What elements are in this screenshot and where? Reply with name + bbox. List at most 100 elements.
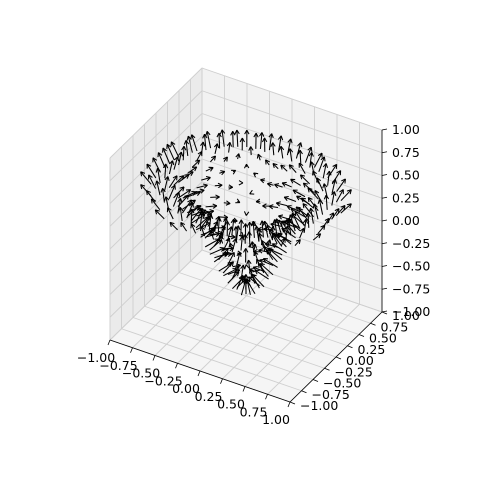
quiver-arrow [303,219,307,233]
grid-side-z [109,204,203,295]
quiver-arrow [196,184,208,189]
quiver-arrow-head [238,153,241,159]
quiver-arrow-head [235,268,240,271]
quiver-arrow [340,203,352,214]
quiver-arrow-head [238,234,244,237]
quiver-arrow-head [148,174,153,178]
quiver-arrow-head [227,253,233,257]
quiver-arrow-head [209,210,215,215]
quiver-arrow [218,133,221,149]
x-tick-mark [220,378,223,384]
quiver-arrow-head [215,215,220,220]
quiver-arrow [272,142,275,156]
quiver-arrow-head [272,163,275,169]
quiver-arrow-head [204,133,208,139]
quiver-arrow-head [150,198,153,204]
quiver-arrow-head [205,175,211,178]
quiver-arrow-head [213,221,218,225]
grid-side-z [109,226,203,318]
quiver-arrow-head [225,218,229,223]
quiver-arrow-head [209,208,215,212]
quiver-arrow [190,223,197,234]
quiver-arrow-head [313,203,318,208]
grid-floor-y [167,283,348,347]
quiver-arrow-head [227,251,232,255]
quiver-arrow-head [164,196,167,202]
quiver-arrow-head [240,264,244,269]
quiver-arrow-head [323,225,326,230]
quiver-arrow-head [172,175,178,179]
quiver-arrow-head [302,203,305,209]
x-tick-label: −0.50 [122,366,160,381]
quiver-arrow [221,129,225,147]
quiver-arrow-head [258,132,263,137]
quiver-arrow [191,214,206,224]
quiver-arrow-head [229,245,234,249]
quiver-arrow-head [255,201,261,204]
quiver-arrow-head [267,248,271,253]
quiver-arrow [263,228,274,231]
grid-back-z [201,158,383,222]
quiver-arrow-head [243,211,247,216]
quiver-arrow-head [169,222,172,227]
quiver-arrow [191,159,200,168]
quiver-arrow-head [245,211,250,216]
quiver-arrow-head [166,143,172,148]
quiver-arrow [157,152,166,168]
quiver-arrow [307,187,319,200]
quiver-arrow-head [257,228,263,232]
quiver-arrow-head [179,207,184,212]
quiver-arrow [191,134,198,152]
z-tick-label: −0.75 [392,281,430,296]
quiver-arrow [196,151,203,161]
quiver-arrow-head [310,207,314,213]
quiver-arrow [289,214,296,232]
quiver-arrow-head [280,135,284,141]
quiver-arrow-head [238,180,244,184]
quiver-arrow-head [221,171,226,176]
quiver-arrow-head [246,163,250,169]
z-tick-mark [381,287,388,290]
quiver-arrow-head [238,182,244,186]
quiver-arrow [190,208,193,224]
quiver-arrow-head [156,180,161,185]
quiver-arrow-head [190,223,196,227]
quiver-arrow-head [291,213,294,219]
quiver-arrow-head [182,186,185,192]
quiver-arrow-head [298,207,304,211]
z-tick-mark [381,265,388,267]
quiver-arrow-head [314,190,320,194]
quiver-arrow-head [259,259,263,264]
quiver-arrow-head [169,221,175,225]
quiver-arrow-head [244,264,247,270]
quiver-arrow-head [323,194,327,200]
quiver-arrow-head [183,140,187,145]
quiver-arrow-head [218,132,222,138]
quiver-arrow [146,163,157,179]
quiver-arrow-head [197,159,201,165]
quiver-arrow-head [332,163,337,167]
quiver-arrow-head [221,225,226,229]
quiver-arrow [218,262,233,272]
quiver-arrow [152,157,161,173]
z-tick-label: 0.25 [392,190,420,205]
quiver-arrow [340,189,352,201]
quiver-arrow-head [201,209,207,211]
quiver-arrow-head [154,209,158,215]
grid-back-z [201,67,383,131]
quiver-arrow [218,253,232,257]
quiver-arrow [294,239,301,246]
quiver-arrow-head [333,191,337,196]
quiver-arrow-head [241,235,245,241]
quiver-arrow-head [334,179,338,184]
quiver-arrow-head [256,258,261,263]
quiver-arrow-head [245,274,249,279]
quiver-arrow [280,164,288,172]
quiver-arrow-head [188,202,194,207]
quiver-arrow [292,189,306,198]
quiver-arrow [299,150,302,165]
quiver-arrow [245,278,252,287]
quiver-arrow-head [283,196,288,201]
quiver-arrow [162,188,165,203]
quiver-arrow-head [179,186,185,189]
